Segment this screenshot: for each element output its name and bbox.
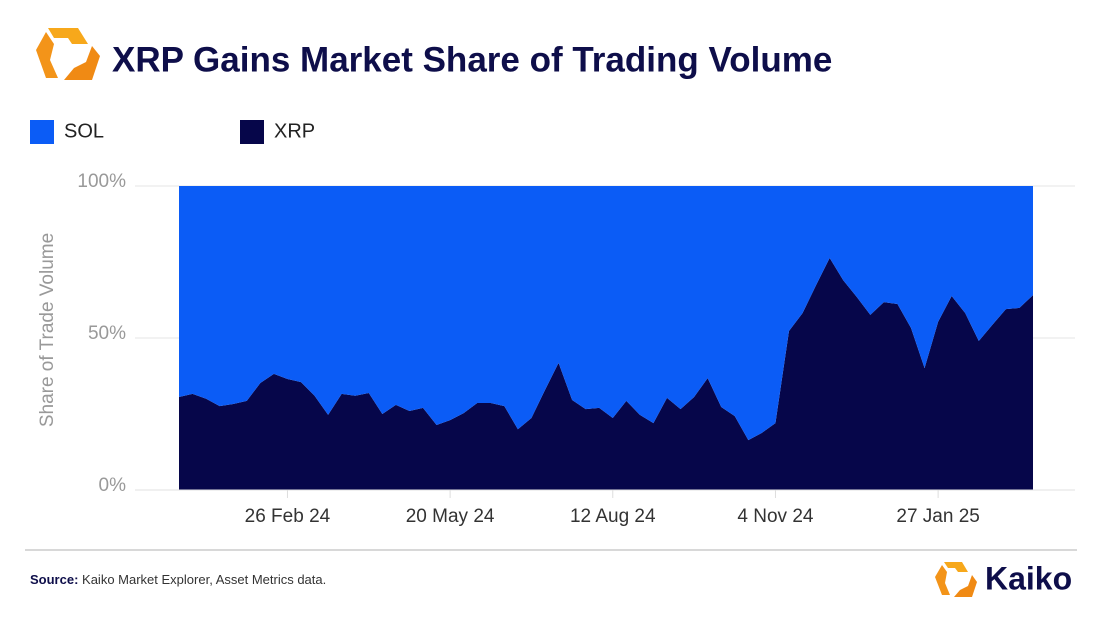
logo — [36, 28, 100, 80]
brand-logo — [935, 562, 977, 597]
brand-name: Kaiko — [985, 560, 1072, 596]
source-label: Source: — [30, 572, 78, 587]
x-tick-label: 26 Feb 24 — [245, 506, 331, 527]
x-tick-label: 4 Nov 24 — [737, 506, 813, 527]
area-xrp — [179, 258, 1033, 490]
legend-swatch — [240, 120, 264, 144]
y-tick-label: 100% — [77, 171, 126, 192]
area-sol — [179, 186, 1033, 441]
chart-title: XRP Gains Market Share of Trading Volume — [112, 40, 832, 79]
legend-swatch — [30, 120, 54, 144]
legend-label: SOL — [64, 120, 104, 142]
y-tick-label: 50% — [88, 323, 126, 344]
y-axis-label: Share of Trade Volume — [37, 233, 58, 427]
y-tick-label: 0% — [99, 475, 127, 496]
x-tick-label: 12 Aug 24 — [570, 506, 656, 527]
source-text: Kaiko Market Explorer, Asset Metrics dat… — [82, 572, 326, 587]
source: Source: Kaiko Market Explorer, Asset Met… — [30, 572, 326, 587]
x-tick-label: 20 May 24 — [406, 506, 495, 527]
x-tick-label: 27 Jan 25 — [896, 506, 979, 527]
legend-label: XRP — [274, 120, 315, 142]
